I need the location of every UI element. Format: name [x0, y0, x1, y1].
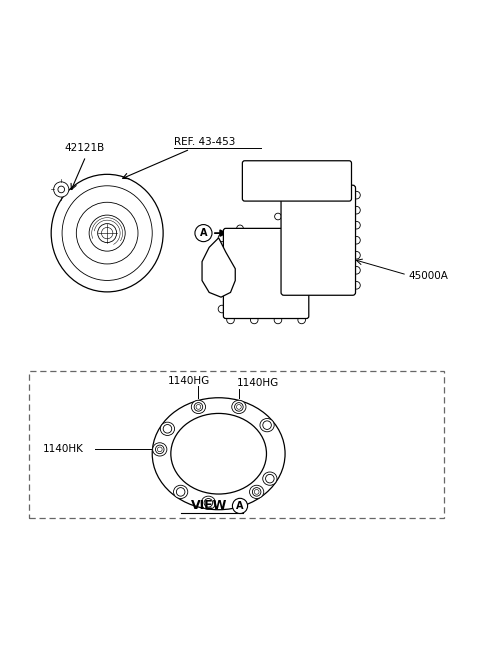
Circle shape — [275, 213, 281, 220]
Circle shape — [156, 445, 164, 454]
Ellipse shape — [152, 398, 285, 510]
Circle shape — [298, 316, 305, 323]
Circle shape — [163, 424, 172, 433]
Circle shape — [353, 236, 360, 244]
Text: A: A — [200, 228, 207, 238]
Circle shape — [296, 230, 302, 236]
Circle shape — [353, 266, 360, 274]
FancyBboxPatch shape — [242, 161, 351, 201]
Circle shape — [227, 316, 234, 323]
Circle shape — [194, 403, 203, 411]
Bar — [29, 371, 444, 518]
Text: 1140HG: 1140HG — [168, 375, 210, 386]
Circle shape — [58, 186, 65, 193]
Circle shape — [157, 447, 162, 452]
Text: 1140HG: 1140HG — [237, 378, 279, 388]
Circle shape — [176, 487, 185, 496]
Ellipse shape — [51, 174, 163, 292]
Circle shape — [282, 232, 288, 239]
Polygon shape — [202, 238, 235, 297]
Circle shape — [334, 209, 341, 215]
Circle shape — [218, 281, 226, 289]
Circle shape — [318, 176, 328, 186]
Circle shape — [235, 403, 243, 411]
Circle shape — [244, 239, 251, 246]
Circle shape — [284, 176, 293, 186]
Text: A: A — [236, 501, 244, 511]
Circle shape — [218, 234, 226, 241]
Circle shape — [353, 281, 360, 289]
Text: 45000A: 45000A — [408, 271, 448, 281]
Circle shape — [282, 204, 288, 211]
Circle shape — [254, 489, 259, 494]
Circle shape — [218, 305, 226, 313]
Text: 42121B: 42121B — [64, 144, 105, 154]
Circle shape — [263, 421, 271, 430]
Circle shape — [301, 176, 311, 186]
Circle shape — [353, 192, 360, 199]
Ellipse shape — [160, 422, 175, 436]
Circle shape — [291, 206, 298, 213]
Circle shape — [232, 499, 248, 514]
Circle shape — [353, 207, 360, 214]
Circle shape — [214, 255, 223, 265]
Circle shape — [54, 182, 69, 197]
Ellipse shape — [171, 413, 266, 494]
Circle shape — [252, 487, 261, 496]
Text: VIEW: VIEW — [191, 499, 228, 512]
Circle shape — [213, 278, 225, 291]
Ellipse shape — [97, 224, 117, 243]
Circle shape — [353, 251, 360, 259]
Ellipse shape — [250, 485, 264, 499]
Circle shape — [196, 405, 201, 409]
Circle shape — [266, 176, 276, 186]
Ellipse shape — [201, 496, 216, 510]
Circle shape — [274, 316, 282, 323]
Ellipse shape — [263, 472, 277, 485]
Circle shape — [353, 222, 360, 229]
Circle shape — [336, 176, 345, 186]
Ellipse shape — [192, 400, 205, 413]
FancyBboxPatch shape — [281, 185, 356, 295]
Circle shape — [237, 225, 243, 232]
Circle shape — [195, 224, 212, 241]
Circle shape — [265, 474, 274, 483]
Text: REF. 43-453: REF. 43-453 — [174, 136, 235, 147]
Circle shape — [322, 206, 329, 213]
Ellipse shape — [174, 485, 188, 499]
Ellipse shape — [260, 419, 274, 432]
Circle shape — [204, 499, 213, 507]
Circle shape — [303, 220, 310, 227]
Text: 1140HK: 1140HK — [43, 444, 84, 455]
Ellipse shape — [153, 443, 167, 456]
Circle shape — [317, 218, 324, 224]
Circle shape — [296, 199, 302, 205]
Circle shape — [237, 405, 241, 409]
Circle shape — [249, 176, 258, 186]
Circle shape — [251, 316, 258, 323]
Ellipse shape — [232, 400, 246, 413]
FancyBboxPatch shape — [223, 228, 309, 319]
Circle shape — [310, 201, 317, 208]
Circle shape — [218, 258, 226, 266]
